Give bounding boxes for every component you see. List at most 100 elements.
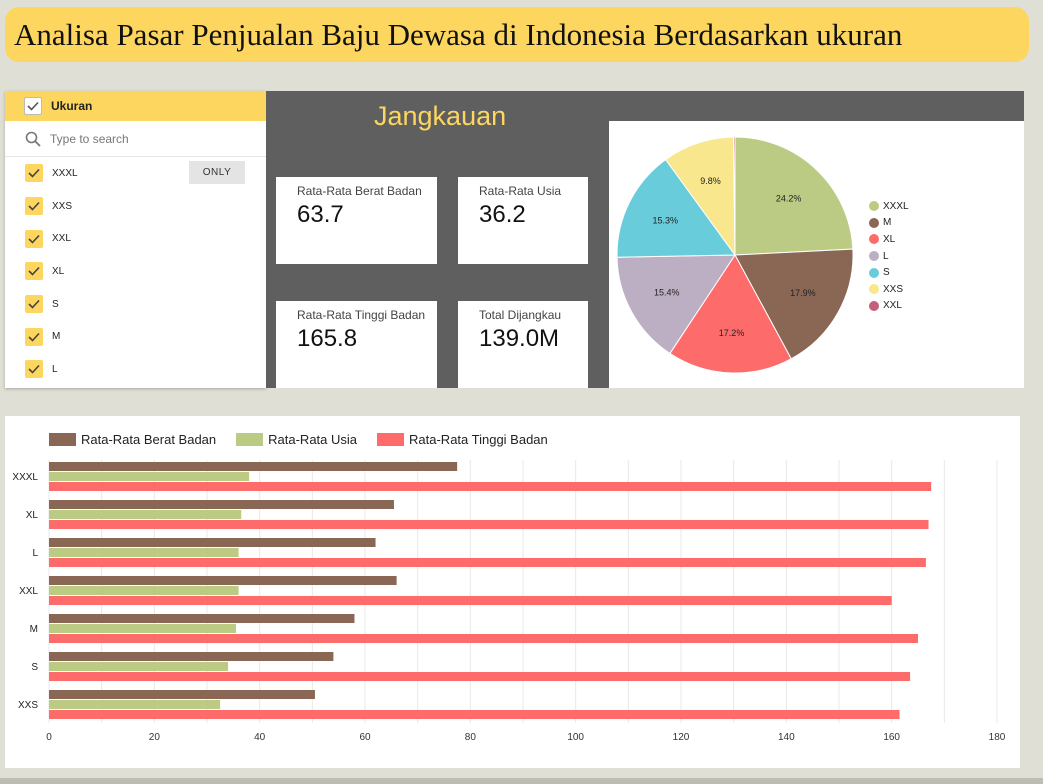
search-input[interactable]: Type to search [50, 131, 129, 146]
pie-legend-item[interactable]: M [869, 215, 909, 232]
legend-swatch [869, 217, 879, 228]
legend-label: Rata-Rata Usia [268, 432, 358, 447]
bar-legend-item[interactable]: Rata-Rata Usia [236, 432, 357, 447]
pie-value-label: 9.8% [700, 176, 721, 186]
x-tick-label: 40 [254, 732, 266, 743]
dashboard-title: Analisa Pasar Penjualan Baju Dewasa di I… [14, 16, 903, 52]
x-tick-label: 140 [778, 732, 795, 743]
bar-s-1[interactable] [49, 662, 229, 671]
y-category-label: XXS [18, 700, 38, 711]
pie-slice-xxl[interactable] [733, 136, 736, 256]
bar-m-2[interactable] [49, 634, 918, 643]
y-category-label: L [32, 548, 38, 559]
legend-label: XL [883, 233, 896, 245]
bar-xxxl-1[interactable] [49, 472, 250, 481]
checkbox-checked-icon[interactable] [25, 360, 43, 379]
page-scrollbar[interactable] [0, 778, 1043, 784]
pie-slice-l[interactable] [616, 254, 736, 355]
pie-legend-item[interactable]: XXL [869, 298, 909, 315]
select-all-checkbox[interactable] [24, 97, 42, 115]
card-value: 139.0M [479, 325, 560, 352]
card-label: Rata-Rata Usia [479, 184, 562, 198]
bar-xxl-1[interactable] [49, 586, 239, 595]
legend-swatch [49, 433, 76, 446]
pie-value-label: 15.3% [653, 215, 679, 225]
pie-legend-item[interactable]: S [869, 264, 909, 281]
card-avg-weight: Rata-Rata Berat Badan 63.7 [276, 177, 437, 264]
filter-header[interactable]: Ukuran [5, 91, 266, 121]
pie-value-label: 15.4% [654, 288, 680, 298]
pie-legend-item[interactable]: L [869, 248, 909, 265]
card-label: Rata-Rata Berat Badan [297, 184, 422, 198]
bar-xxs-0[interactable] [49, 690, 315, 699]
pie-slice-xxs[interactable] [664, 136, 736, 257]
card-label: Total Dijangkau [479, 308, 562, 322]
bar-l-1[interactable] [49, 548, 239, 557]
bar-s-0[interactable] [49, 652, 334, 661]
filter-item-label: XL [52, 265, 65, 277]
dashboard-title-bar: Analisa Pasar Penjualan Baju Dewasa di I… [5, 7, 1029, 62]
checkbox-checked-icon[interactable] [25, 327, 43, 346]
filter-item[interactable]: XXXL ONLY [5, 157, 266, 190]
card-value: 36.2 [479, 201, 526, 228]
legend-swatch [869, 234, 879, 245]
bar-m-1[interactable] [49, 624, 236, 633]
legend-label: Rata-Rata Berat Badan [81, 432, 217, 447]
pie-slice-s[interactable] [616, 158, 736, 258]
bar-legend: Rata-Rata Berat Badan Rata-Rata Usia Rata-… [49, 432, 568, 447]
size-filter-panel: Ukuran Type to search XXXL ONLY XXS XXL XL S M… [5, 91, 266, 388]
pie-slice-xxxl[interactable] [734, 136, 854, 256]
pie-slice-m[interactable] [734, 248, 854, 360]
checkbox-checked-icon[interactable] [25, 262, 43, 281]
filter-search[interactable]: Type to search [5, 121, 266, 157]
only-button[interactable]: ONLY [189, 161, 245, 184]
bar-xl-0[interactable] [49, 500, 394, 509]
x-tick-label: 0 [46, 732, 52, 743]
filter-item-label: S [52, 298, 59, 310]
filter-item[interactable]: L [5, 353, 266, 386]
y-category-label: M [30, 624, 38, 635]
filter-item[interactable]: XXL [5, 222, 266, 255]
bar-xxs-1[interactable] [49, 700, 221, 709]
checkbox-checked-icon[interactable] [25, 295, 43, 314]
card-avg-height: Rata-Rata Tinggi Badan 165.8 [276, 301, 437, 388]
filter-item[interactable]: XXS [5, 190, 266, 223]
bar-xxl-0[interactable] [49, 576, 397, 585]
y-category-label: XL [26, 510, 39, 521]
filter-item[interactable]: S [5, 288, 266, 321]
bar-legend-item[interactable]: Rata-Rata Berat Badan [49, 432, 216, 447]
checkbox-checked-icon[interactable] [25, 164, 43, 183]
legend-label: S [883, 267, 890, 279]
pie-legend-item[interactable]: XXXL [869, 198, 909, 215]
filter-item[interactable]: XL [5, 255, 266, 288]
legend-label: XXXL [883, 200, 909, 212]
bar-m-0[interactable] [49, 614, 355, 623]
filter-item[interactable]: M [5, 320, 266, 353]
legend-swatch [869, 201, 879, 212]
filter-item-label: XXXL [52, 167, 78, 179]
card-value: 165.8 [297, 325, 358, 352]
bar-xl-2[interactable] [49, 520, 929, 529]
legend-swatch [236, 433, 264, 446]
x-tick-label: 120 [673, 732, 690, 743]
bar-l-2[interactable] [49, 558, 926, 567]
bar-s-2[interactable] [49, 672, 911, 681]
checkbox-checked-icon[interactable] [25, 197, 43, 216]
bar-chart: 0 20 40 60 80 100 120 140 160 180 XXXL XL L XXL M S XXS [12, 460, 1006, 743]
pie-chart: 24.2% 17.9% 17.2% 15.4% 15.3% 9.8% [616, 136, 854, 374]
legend-swatch [869, 284, 879, 295]
bar-xxs-2[interactable] [49, 710, 900, 719]
pie-legend-item[interactable]: XXS [869, 281, 909, 298]
bar-xxl-2[interactable] [49, 596, 892, 605]
y-category-label: S [31, 662, 38, 673]
pie-slice-xl[interactable] [669, 254, 792, 374]
bar-legend-item[interactable]: Rata-Rata Tinggi Badan [377, 432, 548, 447]
pie-legend-item[interactable]: XL [869, 231, 909, 248]
checkbox-checked-icon[interactable] [25, 229, 43, 248]
bar-xxxl-2[interactable] [49, 482, 932, 491]
legend-label: XXL [883, 300, 902, 312]
bar-l-0[interactable] [49, 538, 376, 547]
filter-item-label: M [52, 331, 61, 343]
bar-xxxl-0[interactable] [49, 462, 458, 471]
bar-xl-1[interactable] [49, 510, 242, 519]
